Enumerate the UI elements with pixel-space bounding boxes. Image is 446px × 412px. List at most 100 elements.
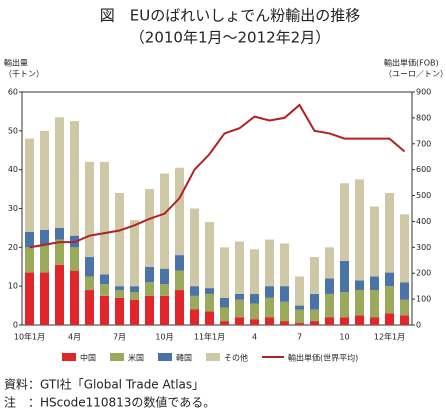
bar [370, 317, 379, 325]
bar [295, 323, 304, 325]
plot-frame [21, 91, 413, 326]
y2-tick-label: 600 [416, 165, 431, 174]
chart-subtitle: （2010年1月～2012年2月） [130, 29, 330, 47]
legend-label: 韓国 [176, 353, 192, 363]
bar [385, 192, 394, 273]
bar [265, 286, 274, 298]
bar [55, 239, 64, 265]
bar [340, 183, 349, 261]
bar [400, 282, 409, 300]
bar [100, 274, 109, 285]
bar [40, 272, 49, 325]
legend-swatch [110, 353, 124, 361]
bar [265, 297, 274, 318]
bar [310, 321, 319, 325]
bar [115, 286, 124, 291]
bar [145, 295, 154, 325]
y-tick-label: 40 [8, 165, 18, 174]
bar [235, 241, 244, 294]
bar [25, 272, 34, 325]
bar [40, 245, 49, 273]
legend-label: 輸出単価(世界平均) [288, 353, 358, 363]
bar [205, 222, 214, 289]
bar [40, 130, 49, 230]
bar [55, 264, 64, 325]
y-tick-label: 50 [8, 126, 18, 135]
bar [25, 247, 34, 273]
bar [355, 290, 364, 316]
bar [130, 220, 139, 287]
bar [340, 260, 349, 292]
bar [85, 161, 94, 258]
bar [385, 272, 394, 287]
x-tick-label: 7 [297, 333, 302, 342]
bar [295, 276, 304, 306]
bar [295, 309, 304, 324]
x-tick-label: 4月 [68, 333, 81, 342]
x-tick-label: 7月 [113, 333, 126, 342]
bar [25, 231, 34, 248]
bar [85, 257, 94, 277]
bar [325, 293, 334, 318]
price-line [29, 103, 406, 249]
bar [100, 161, 109, 275]
bar [85, 276, 94, 291]
bar [280, 301, 289, 322]
bar [190, 309, 199, 325]
bar [250, 249, 259, 294]
bar [70, 247, 79, 271]
bar [250, 319, 259, 325]
legend-label: 米国 [128, 353, 144, 363]
bar [160, 268, 169, 285]
bar [190, 295, 199, 310]
y2-tick-label: 300 [416, 243, 431, 252]
bar [70, 270, 79, 325]
bar [145, 189, 154, 267]
bar [355, 315, 364, 325]
y2-tick-label: 800 [416, 113, 431, 122]
bar [85, 290, 94, 325]
bar [295, 305, 304, 310]
x-tick-label: 4 [252, 333, 257, 342]
bar [370, 276, 379, 291]
bar [355, 280, 364, 291]
chart-title: 図 EUのばれいしょでん粉輸出の推移 [100, 7, 360, 25]
bar [115, 192, 124, 287]
x-tick-label: 10 [339, 333, 349, 342]
bar [235, 293, 244, 300]
y-tick-label: 60 [8, 88, 18, 97]
y2-tick-label: 700 [416, 139, 431, 148]
bar [220, 307, 229, 322]
bar [130, 286, 139, 292]
bar [310, 293, 319, 310]
bar [55, 117, 64, 228]
bar [385, 313, 394, 325]
bar [265, 317, 274, 325]
bar [100, 295, 109, 325]
bar [160, 295, 169, 325]
bar [175, 270, 184, 291]
bar [190, 286, 199, 296]
y2-tick-label: 400 [416, 217, 431, 226]
bar [280, 321, 289, 325]
y2-tick-label: 900 [416, 88, 431, 97]
legend-swatch [62, 353, 76, 361]
x-tick-label: 12年1月 [374, 332, 405, 342]
bar [235, 299, 244, 318]
note: 資料：GTI社「Global Trade Atlas」 [4, 377, 204, 392]
bar [280, 286, 289, 302]
bar [325, 278, 334, 294]
bar [340, 291, 349, 318]
bar [115, 297, 124, 325]
bar [40, 229, 49, 246]
bar [25, 138, 34, 232]
y2-tick-label: 0 [416, 321, 421, 330]
bar [205, 288, 214, 294]
y2-tick-label: 500 [416, 191, 431, 200]
bar [205, 293, 214, 312]
bar [55, 227, 64, 240]
y2-label: 輸出単価(FOB) [384, 58, 439, 68]
bar [175, 290, 184, 325]
legend-label: 中国 [80, 353, 96, 363]
